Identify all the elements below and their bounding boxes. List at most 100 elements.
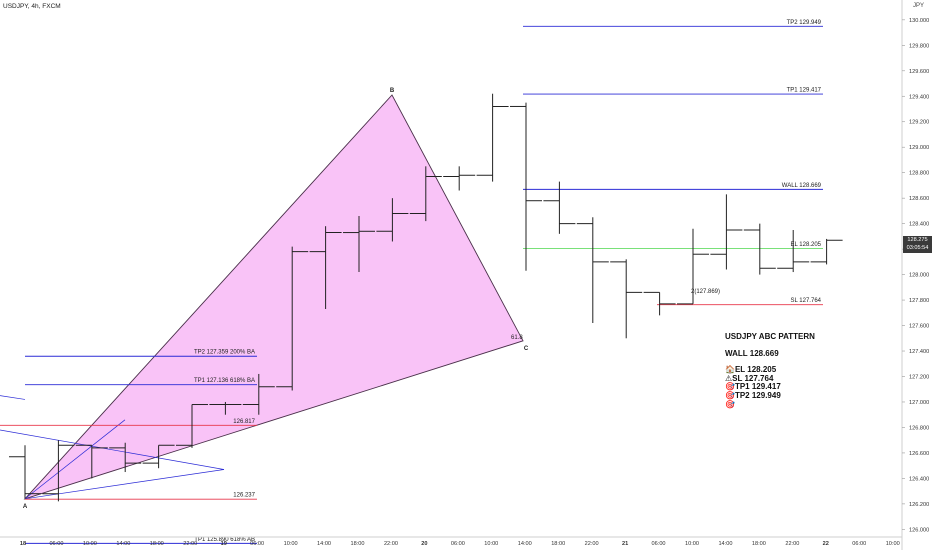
- time-tick-label: 14:00: [116, 541, 130, 547]
- time-tick-label: 06:00: [250, 541, 264, 547]
- time-tick-label: 14:00: [718, 541, 732, 547]
- time-tick-label: 06:00: [49, 541, 63, 547]
- fan-line: [24, 419, 126, 500]
- level-label: 126.817: [233, 419, 255, 425]
- time-tick-label: 14:00: [518, 541, 532, 547]
- time-tick-label: 18:00: [551, 541, 565, 547]
- price-tick-label: 127.600: [909, 324, 929, 330]
- price-tick-label: 127.000: [909, 400, 929, 406]
- price-tick-label: 129.800: [909, 43, 929, 49]
- price-tick-label: 129.000: [909, 145, 929, 151]
- pattern-point-label: C: [524, 346, 529, 352]
- current-price-tag: 128.275 03:05:54: [903, 236, 932, 253]
- level-label: 126.237: [233, 493, 255, 499]
- price-tick-label: 127.400: [909, 349, 929, 355]
- current-price-value: 128.275: [907, 237, 928, 243]
- level-label: WALL 128.669: [782, 183, 822, 189]
- info-tp2: 🎯TP2 129.949: [725, 390, 781, 400]
- ohlc-bar: [176, 404, 208, 448]
- info-stop: ⚠SL 127.764: [725, 373, 774, 383]
- ohlc-bar: [777, 230, 810, 273]
- info-tp1: 🎯TP1 129.417: [725, 382, 781, 392]
- ohlc-bar: [677, 228, 709, 305]
- price-tick-label: 129.200: [909, 120, 929, 126]
- ohlc-bar: [643, 291, 676, 316]
- price-tick-label: 126.000: [909, 527, 929, 533]
- time-tick-label: 18: [20, 541, 26, 547]
- level-label: TP1 127.136 618% BA: [194, 378, 255, 384]
- time-tick-label: 06:00: [852, 541, 866, 547]
- price-tick-label: 127.800: [909, 298, 929, 304]
- time-tick-label: 22:00: [785, 541, 799, 547]
- level-annotation: 2(127.869): [691, 289, 720, 295]
- current-price-countdown: 03:05:54: [906, 245, 929, 251]
- level-label: TP2 127.359 200% BA: [194, 350, 255, 356]
- level-label: EL 128.205: [791, 242, 822, 248]
- time-tick-label: 21: [622, 541, 628, 547]
- ohlc-bar: [209, 401, 242, 415]
- time-tick-label: 14:00: [317, 541, 331, 547]
- ohlc-bar: [743, 223, 776, 275]
- ohlc-bar: [42, 440, 75, 502]
- ohlc-bar: [75, 444, 108, 479]
- price-tick-label: 128.400: [909, 222, 929, 228]
- time-tick-label: 20: [421, 541, 427, 547]
- info-wall: WALL 128.669: [725, 348, 779, 358]
- ohlc-bar: [710, 194, 743, 270]
- price-tick-label: 126.200: [909, 502, 929, 508]
- time-tick-label: 18:00: [351, 541, 365, 547]
- chart-symbol-title: USDJPY, 4h, FXCM: [3, 3, 61, 10]
- time-tick-label: 10:00: [284, 541, 298, 547]
- ohlc-bar: [309, 226, 342, 309]
- ohlc-bar: [576, 217, 609, 323]
- pattern-point-label: B: [390, 88, 395, 94]
- info-target-icon: 🎯: [725, 399, 735, 409]
- time-tick-label: 06:00: [451, 541, 465, 547]
- price-tick-label: 126.400: [909, 476, 929, 482]
- ohlc-bar: [543, 181, 576, 234]
- price-tick-label: 128.000: [909, 273, 929, 279]
- price-tick-label: 127.200: [909, 375, 929, 381]
- price-axis-currency: JPY: [912, 3, 924, 9]
- ohlc-bar: [409, 166, 442, 222]
- ohlc-bar: [476, 93, 509, 182]
- price-tick-label: 129.400: [909, 94, 929, 100]
- ohlc-bar: [109, 442, 142, 473]
- price-tick-label: 128.800: [909, 171, 929, 177]
- ohlc-bar: [276, 246, 309, 391]
- level-label: TP2 129.949: [787, 20, 822, 26]
- time-tick-label: 19: [221, 541, 227, 547]
- fan-line: [0, 429, 225, 470]
- time-tick-label: 10:00: [886, 541, 900, 547]
- time-tick-label: 18:00: [752, 541, 766, 547]
- price-tick-label: 128.600: [909, 196, 929, 202]
- pattern-point-label: A: [23, 504, 28, 510]
- ohlc-bar: [610, 259, 643, 339]
- price-tick-label: 129.600: [909, 69, 929, 75]
- fan-line: [0, 395, 26, 400]
- time-tick-label: 10:00: [83, 541, 97, 547]
- abc-pattern-triangle: [23, 94, 524, 500]
- pattern-info-panel: USDJPY ABC PATTERN WALL 128.669 🏠EL 128.…: [725, 332, 815, 409]
- ohlc-bar: [142, 444, 175, 469]
- ohlc-bar: [343, 216, 375, 273]
- fib-ratio-label: 61.8: [511, 335, 523, 341]
- ohlc-bar: [810, 238, 843, 265]
- time-tick-label: 22:00: [384, 541, 398, 547]
- ohlc-bar: [9, 445, 41, 499]
- time-tick-label: 06:00: [652, 541, 666, 547]
- ohlc-bar: [510, 102, 542, 271]
- level-label: SL 127.764: [791, 298, 822, 304]
- price-tick-label: 126.800: [909, 425, 929, 431]
- time-tick-label: 22:00: [585, 541, 599, 547]
- price-tick-label: 130.000: [909, 18, 929, 24]
- time-tick-label: 10:00: [685, 541, 699, 547]
- info-entry: 🏠EL 128.205: [725, 365, 777, 375]
- price-tick-label: 126.600: [909, 451, 929, 457]
- info-title: USDJPY ABC PATTERN: [725, 332, 815, 341]
- time-tick-label: 22: [823, 541, 829, 547]
- ohlc-bar: [443, 166, 476, 191]
- time-tick-label: 22:00: [183, 541, 197, 547]
- level-label: TP1 129.417: [787, 88, 822, 94]
